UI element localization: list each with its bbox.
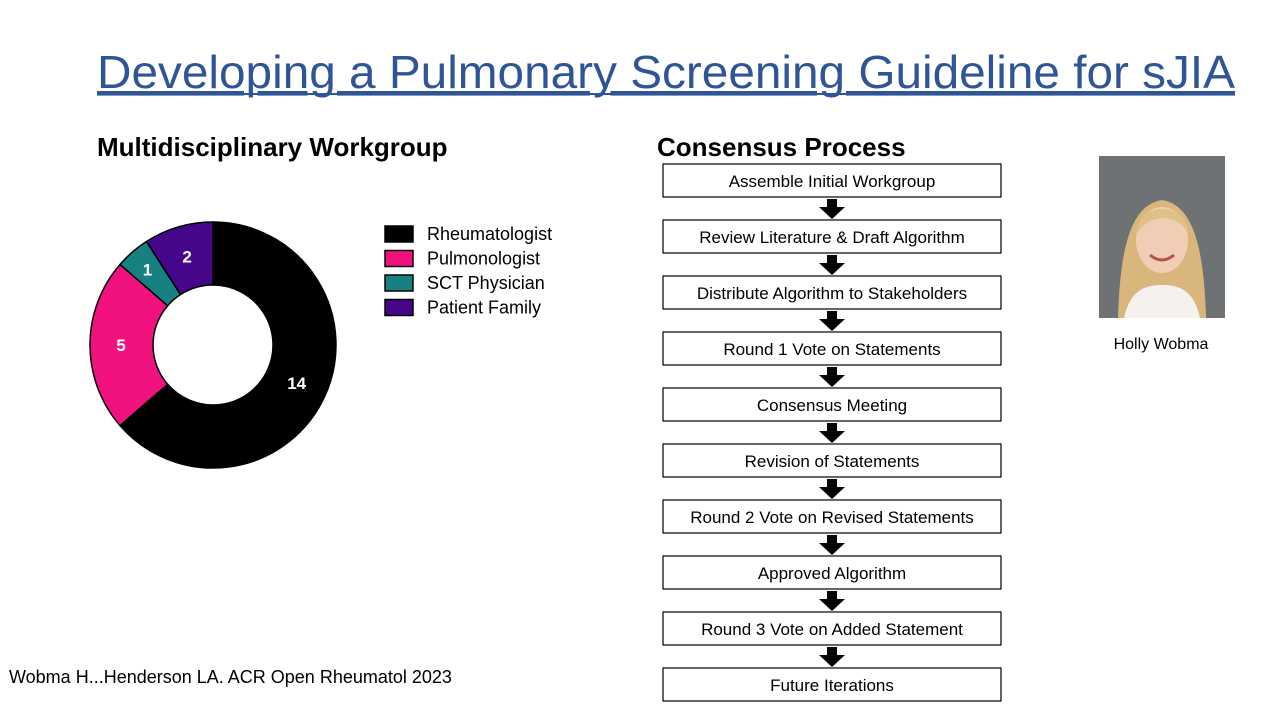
donut-slice	[118, 221, 337, 469]
flow-arrow	[819, 535, 845, 555]
chart-title: Multidisciplinary Workgroup	[97, 132, 448, 162]
legend-swatch	[384, 225, 414, 243]
flow-step-label: Revision of Statements	[745, 452, 920, 471]
legend-swatch	[384, 249, 414, 268]
photo	[1099, 156, 1225, 318]
donut-slice	[145, 221, 214, 296]
flow-step	[662, 163, 1002, 198]
donut-slice	[89, 263, 169, 427]
flow-step	[662, 331, 1002, 366]
flow-arrow	[819, 479, 845, 499]
flow-step	[662, 555, 1002, 590]
flow-arrow	[819, 423, 845, 443]
legend-label: SCT Physician	[427, 273, 545, 293]
legend-swatch	[384, 298, 414, 317]
flow-arrow	[819, 255, 845, 275]
flow-step	[662, 387, 1002, 422]
flow-arrow	[819, 367, 845, 387]
flow-step	[662, 499, 1002, 534]
flow-arrow	[819, 647, 845, 667]
flow-step-label: Distribute Algorithm to Stakeholders	[697, 284, 967, 303]
legend-swatch	[384, 274, 414, 292]
flow-step	[662, 219, 1002, 254]
flow-step-label: Future Iterations	[770, 676, 894, 695]
flow-step-label: Round 3 Vote on Added Statement	[701, 620, 963, 639]
citation: Wobma H...Henderson LA. ACR Open Rheumat…	[9, 667, 452, 687]
data-label: 1	[143, 260, 152, 279]
flow-step-label: Round 1 Vote on Statements	[723, 340, 940, 359]
photo-caption: Holly Wobma	[1114, 336, 1209, 353]
flow-step-label: Assemble Initial Workgroup	[729, 172, 936, 191]
flow-step	[662, 667, 1002, 702]
legend-label: Rheumatologist	[427, 224, 552, 244]
flow-step-label: Consensus Meeting	[757, 396, 907, 415]
flow-title: Consensus Process	[657, 132, 906, 162]
flow-arrow	[819, 311, 845, 331]
data-label: 2	[182, 248, 191, 267]
flow-step-label: Approved Algorithm	[758, 564, 906, 583]
flow-step-label: Review Literature & Draft Algorithm	[699, 228, 965, 247]
flow-step	[662, 275, 1002, 310]
flow-arrow	[819, 199, 845, 219]
data-label: 5	[116, 336, 125, 355]
flow-step-label: Round 2 Vote on Revised Statements	[690, 508, 974, 527]
data-label: 14	[287, 374, 306, 393]
flow-step	[662, 443, 1002, 478]
legend-label: Patient Family	[427, 298, 541, 318]
flow-step	[662, 611, 1002, 646]
legend-label: Pulmonologist	[427, 249, 540, 269]
slide-title: Developing a Pulmonary Screening Guideli…	[97, 46, 1235, 98]
flow-arrow	[819, 591, 845, 611]
